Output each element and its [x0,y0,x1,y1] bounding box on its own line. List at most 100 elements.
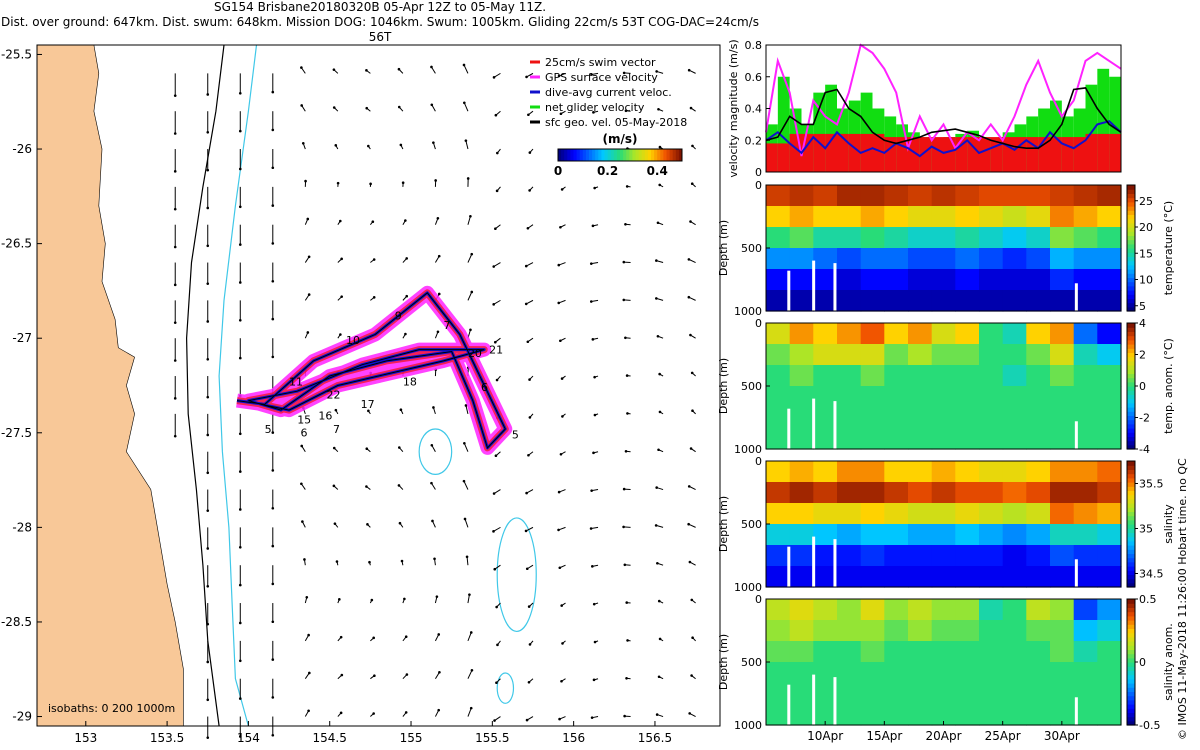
section-ytick-label: 1000 [734,443,762,456]
section-colorbar-cell [1127,302,1135,308]
section-cell [1097,386,1122,408]
section-xtick-label: 20Apr [925,729,961,743]
map-colorbar-cell [576,149,581,161]
section-cell [1097,344,1122,366]
sfc-vel-head [271,506,275,510]
sfc-vel-head [306,331,310,334]
sfc-vel-arrow [402,597,406,604]
sfc-vel-arrow [206,489,210,512]
section-cell [813,461,838,483]
section-cell [860,269,885,291]
velocity-ytick-label: 0.8 [745,39,763,52]
sfc-vel-head [436,217,440,220]
section-cell [1050,428,1075,450]
data-gap [787,408,791,449]
sfc-vel-arrow [337,673,344,680]
sfc-vel-head [557,528,560,532]
section-cell [979,269,1004,291]
section-cell [789,524,814,546]
sfc-vel-arrow [238,149,242,171]
sfc-vel-head [303,558,306,561]
section-cell [884,365,909,387]
glider-track [236,292,506,449]
sfc-vel-head [173,132,177,135]
net-velocity-bar [860,92,873,172]
section-colorbar-cell [1127,599,1135,604]
section-cell [813,407,838,429]
sfc-vel-head [238,243,242,246]
section-cell [908,545,933,567]
sfc-vel-head [593,413,597,417]
section-colorbar-cell [1127,632,1135,638]
net-velocity-bar [1050,100,1062,172]
section-cell [1002,344,1027,366]
section-cell [1002,683,1027,705]
map-ytick-label: -27 [12,331,32,345]
map-colorbar-cell [592,149,596,161]
sfc-vel-head [559,225,562,229]
sfc-vel-head [560,604,563,607]
section-cell [860,704,885,726]
swim-speed-bar [872,133,885,172]
section-colorbar-cell [1127,360,1135,366]
sfc-vel-shaft [525,526,534,532]
sfc-vel-head [271,242,275,245]
section-cell [955,290,980,312]
sfc-vel-arrow [365,485,371,490]
sfc-vel-head [438,671,441,674]
legend-label: sfc geo. vel. 05-May-2018 [545,116,687,129]
section-cell [908,386,933,408]
sfc-vel-head [658,372,661,376]
section-cell [789,683,814,705]
data-gap [833,401,837,449]
sfc-vel-head [271,204,275,207]
sfc-vel-arrow [525,564,534,571]
sfc-vel-head [528,151,532,154]
sfc-vel-head [657,675,661,679]
section-cell [1073,407,1098,429]
section-cell [1002,620,1027,642]
sfc-vel-arrow [271,186,275,207]
section-cell [1050,269,1075,291]
sfc-vel-arrow [300,104,306,112]
section-colorbar-tick-label: 2 [1139,349,1146,362]
section-colorbar-cell [1127,482,1135,487]
sfc-vel-head [592,678,596,682]
section-cell [908,185,933,207]
sfc-vel-arrow [622,71,631,75]
swim-speed-bar [801,133,814,172]
section-cell [908,704,933,726]
sfc-vel-arrow [337,295,343,301]
section-cell [789,599,814,621]
sfc-vel-arrow [589,526,599,530]
map-colorbar-cell [647,149,652,161]
sfc-vel-head [557,490,561,494]
swim-speed-bar [1073,137,1086,172]
sfc-vel-head [368,560,371,564]
section-cell [1097,365,1122,387]
sfc-vel-head [492,76,496,79]
sfc-vel-head [333,522,337,525]
sfc-vel-arrow [559,451,566,456]
sfc-vel-head [304,179,307,183]
map-colorbar-cell [582,149,587,161]
section-cell [955,545,980,567]
section-cell [1097,269,1122,291]
sfc-vel-arrow [173,149,177,173]
section-cell [837,428,862,450]
sfc-vel-head [271,696,275,699]
land-polygon [36,44,184,727]
day-label: 20 [468,347,482,360]
section-cell [908,662,933,684]
swim-speed-bar [766,143,778,172]
section-cell [884,620,909,642]
section-cell [979,662,1004,684]
section-ytick-label: 1000 [734,305,762,318]
sfc-vel-head [206,206,210,210]
section-colorbar-cell [1127,683,1135,688]
section-cell [813,524,838,546]
map-colorbar-cell [641,149,646,161]
sfc-vel-head [657,448,660,452]
section-cell [766,428,791,450]
section-cell [979,428,1004,450]
